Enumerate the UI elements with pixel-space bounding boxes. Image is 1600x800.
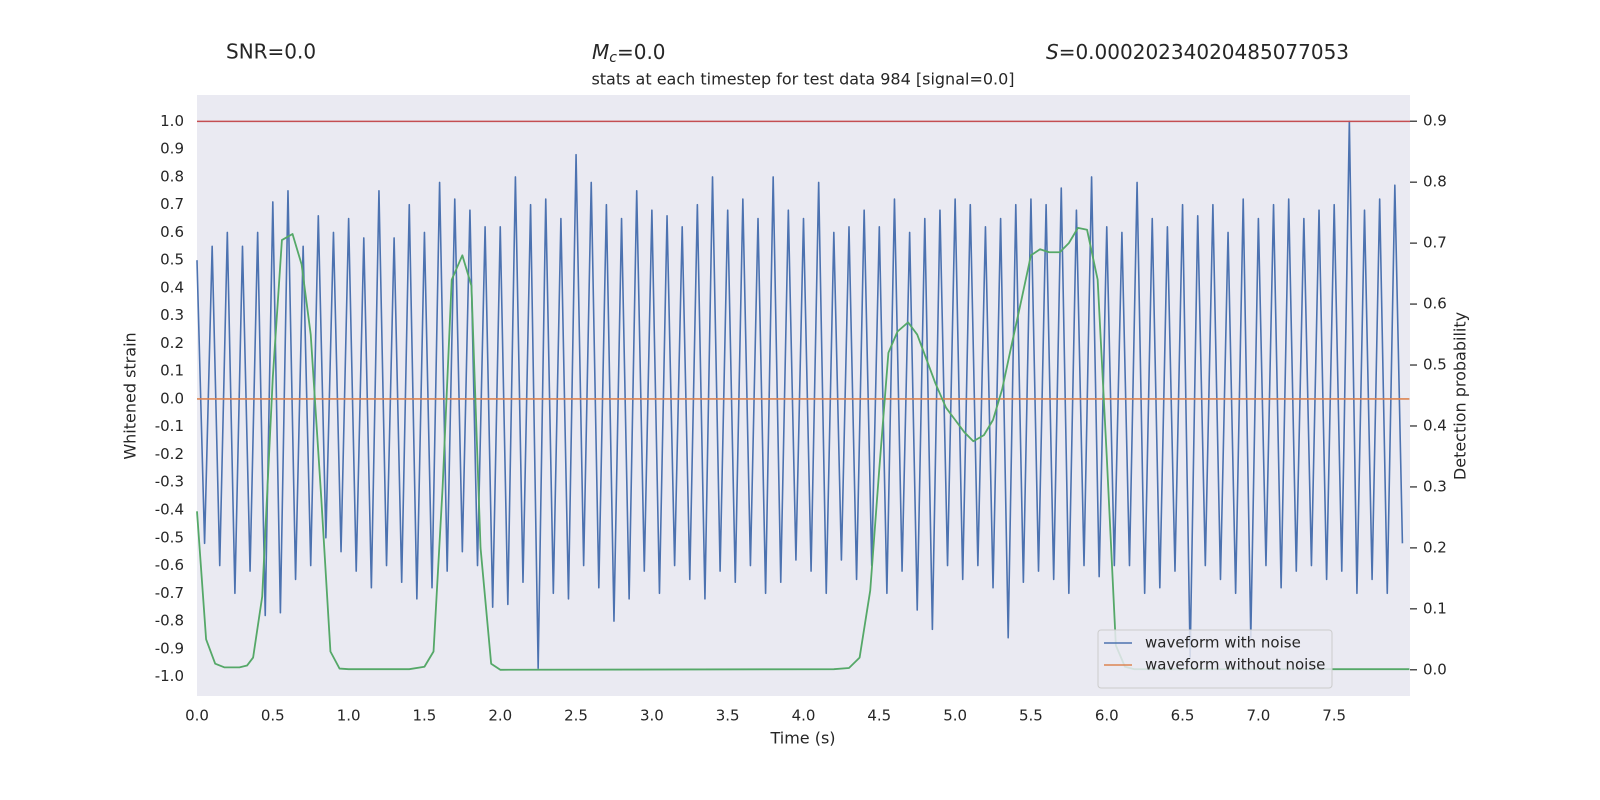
y2-tick-label: 0.2: [1423, 538, 1447, 556]
y-tick-label: -0.9: [155, 639, 184, 657]
legend-label: waveform without noise: [1145, 656, 1325, 674]
y-tick-label: -0.5: [155, 528, 184, 546]
x-tick-label: 0.0: [185, 707, 209, 725]
y-axis-label: Whitened strain: [121, 332, 140, 459]
y-tick-label: 0.3: [160, 306, 184, 324]
y2-tick-label: 0.5: [1423, 356, 1447, 374]
legend-box: [1097, 629, 1333, 689]
x-axis-label: Time (s): [769, 729, 835, 748]
y-tick-label: 0.6: [160, 223, 184, 241]
chart-title: stats at each timestep for test data 984…: [591, 70, 1014, 89]
x-tick-label: 6.5: [1171, 707, 1195, 725]
y-tick-label: 0.4: [160, 278, 184, 296]
x-tick-label: 7.0: [1246, 707, 1270, 725]
plot-background: [197, 95, 1410, 696]
annotation-text: =0.00020234020485077053: [1059, 40, 1349, 64]
y-tick-label: 0.7: [160, 195, 184, 213]
y2-tick-label: 0.6: [1423, 295, 1447, 313]
y-tick-label: -0.4: [155, 501, 184, 519]
y-tick-label: 0.8: [160, 167, 184, 185]
y-tick-label: -0.2: [155, 445, 184, 463]
annotation-subscript: c: [609, 50, 617, 66]
legend: waveform with noise waveform without nois…: [1097, 629, 1333, 689]
legend-label: waveform with noise: [1145, 634, 1301, 652]
annotation: SNR=0.0: [226, 40, 316, 64]
x-tick-label: 0.5: [261, 707, 285, 725]
y2-tick-label: 0.4: [1423, 416, 1447, 434]
y-tick-label: -0.1: [155, 417, 184, 435]
labels: SNR=0.0 Mc=0.0 S=0.00020234020485077053 …: [121, 40, 1470, 748]
series-line: [196, 120, 1404, 670]
y2-tick-label: 0.3: [1423, 477, 1447, 495]
x-tick-label: 1.0: [337, 707, 361, 725]
x-tick-label: 4.5: [867, 707, 891, 725]
annotation: S=0.00020234020485077053: [1046, 40, 1349, 64]
y2-tick-label: 0.8: [1423, 173, 1447, 191]
annotation: Mc=0.0: [592, 40, 666, 67]
y2-tick-label: 0.1: [1423, 599, 1447, 617]
y2-tick-label: 0.0: [1423, 660, 1447, 678]
x-tick-label: 3.0: [640, 707, 664, 725]
x-tick-label: 7.5: [1322, 707, 1346, 725]
y-tick-label: 0.2: [160, 334, 184, 352]
y-tick-label: -0.3: [155, 473, 184, 491]
y-tick-label: -0.7: [155, 584, 184, 602]
y-tick-label: 1.0: [160, 112, 184, 130]
y-tick-label: 0.5: [160, 251, 184, 269]
y2-tick-label: 0.7: [1423, 234, 1447, 252]
y-tick-label: -0.6: [155, 556, 184, 574]
annotation-text: =0.0: [617, 40, 666, 64]
x-tick-label: 5.5: [1019, 707, 1043, 725]
x-tick-label: 2.5: [564, 707, 588, 725]
marks-y2: [196, 226, 1410, 671]
y-tick-label: -0.8: [155, 612, 184, 630]
y-tick-label: 0.0: [160, 389, 184, 407]
x-tick-label: 6.0: [1095, 707, 1119, 725]
x-tick-label: 5.0: [943, 707, 967, 725]
y2-axis-label: Detection probability: [1451, 312, 1470, 480]
y-tick-label: -1.0: [155, 667, 184, 685]
series-line: [196, 226, 1410, 671]
y-tick-label: 0.9: [160, 140, 184, 158]
y2-tick-label: 0.9: [1423, 112, 1447, 130]
annotation-symbol: M: [592, 40, 609, 64]
x-tick-label: 1.5: [413, 707, 437, 725]
x-tick-label: 2.0: [488, 707, 512, 725]
x-tick-label: 4.0: [792, 707, 816, 725]
annotation-symbol: S: [1046, 40, 1059, 64]
x-tick-label: 3.5: [716, 707, 740, 725]
marks: [196, 120, 1410, 670]
y-tick-label: 0.1: [160, 362, 184, 380]
